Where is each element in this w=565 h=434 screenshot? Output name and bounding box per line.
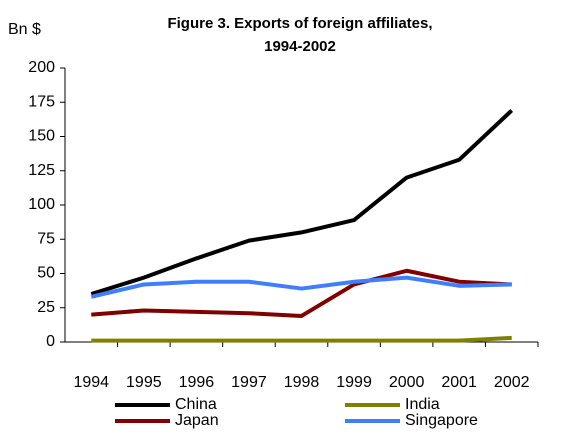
x-tick-label: 1998 bbox=[284, 374, 320, 391]
y-tick-label: 125 bbox=[28, 162, 55, 179]
x-tick-label: 1997 bbox=[231, 374, 267, 391]
legend-label: China bbox=[175, 396, 217, 413]
y-tick-label: 150 bbox=[28, 128, 55, 145]
series-line bbox=[91, 335, 512, 343]
legend-label: Japan bbox=[175, 412, 219, 429]
x-tick-label: 1994 bbox=[73, 374, 109, 391]
x-tick-label: 2001 bbox=[441, 374, 477, 391]
x-tick-label: 1995 bbox=[126, 374, 162, 391]
chart-title: Figure 3. Exports of foreign affiliates, bbox=[167, 15, 432, 32]
y-tick-label: 100 bbox=[28, 196, 55, 213]
series-line bbox=[90, 275, 512, 299]
y-tick-label: 25 bbox=[37, 299, 55, 316]
y-axis-label: Bn $ bbox=[8, 21, 41, 38]
y-tick-label: 200 bbox=[28, 59, 55, 76]
y-tick-label: 0 bbox=[46, 333, 55, 350]
chart-title: 1994-2002 bbox=[264, 38, 336, 55]
legend-label: India bbox=[405, 396, 440, 413]
y-tick-label: 50 bbox=[37, 265, 55, 282]
series-line bbox=[91, 268, 512, 318]
x-tick-label: 2000 bbox=[389, 374, 425, 391]
y-tick-label: 175 bbox=[28, 93, 55, 110]
x-tick-label: 1996 bbox=[179, 374, 215, 391]
y-tick-label: 75 bbox=[37, 230, 55, 247]
legend-label: Singapore bbox=[405, 412, 478, 429]
x-tick-label: 2002 bbox=[494, 374, 530, 391]
series-line bbox=[90, 109, 514, 296]
x-tick-label: 1999 bbox=[336, 374, 372, 391]
